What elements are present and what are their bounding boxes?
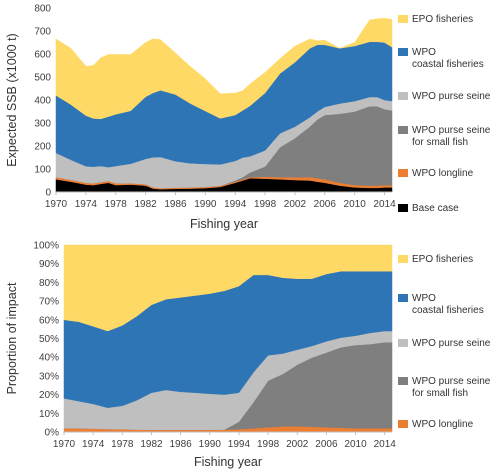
legend-label-wpo-purse-seine-for-small-fish: WPO purse seine for small fish xyxy=(412,376,491,399)
legend-swatch-wpo-coastal-fisheries xyxy=(398,48,408,56)
y-tick-label: 100% xyxy=(33,241,59,252)
legend-label-wpo-coastal-fisheries: WPO coastal fisheries xyxy=(412,293,484,316)
impact-proportion-area-chart: 0% 10% 20% 30% 40% 50% 60% 70% 80% 90% 100% 1970 197… xyxy=(5,241,491,470)
legend-label-epo-fisheries: EPO fisheries xyxy=(412,14,473,25)
y-axis-title: Expected SSB (x1000 t) xyxy=(5,33,19,166)
legend-label-wpo-coastal-fisheries: WPO coastal fisheries xyxy=(412,47,484,70)
y-tick-label: 70% xyxy=(39,297,59,308)
x-tick-label: 2010 xyxy=(344,439,367,450)
y-tick-label: 0% xyxy=(45,428,60,439)
legend-swatch-wpo-longline xyxy=(398,169,408,177)
x-tick-label: 2006 xyxy=(314,199,337,210)
legend-label-wpo-purse-seine-for-small-fish: WPO purse seine for small fish xyxy=(412,125,491,148)
legend-label-wpo-longline: WPO longline xyxy=(412,419,474,430)
x-tick-label: 1970 xyxy=(45,199,68,210)
x-tick-label: 2010 xyxy=(344,199,367,210)
x-tick-label: 1978 xyxy=(111,439,134,450)
y-tick-label: 400 xyxy=(34,96,51,107)
y-axis-title: Proportion of impact xyxy=(5,282,19,394)
x-tick-label: 1982 xyxy=(140,439,163,450)
x-tick-label: 1990 xyxy=(199,439,222,450)
y-tick-label: 20% xyxy=(39,390,59,401)
x-tick-label: 2002 xyxy=(284,199,307,210)
y-tick-label: 100 xyxy=(34,165,51,176)
y-tick-label: 10% xyxy=(39,409,59,420)
x-tick-label: 1970 xyxy=(53,439,76,450)
x-tick-label: 1978 xyxy=(105,199,128,210)
y-tick-label: 90% xyxy=(39,259,59,270)
y-tick-label: 40% xyxy=(39,353,59,364)
legend-label-wpo-purse-seine: WPO purse seine xyxy=(412,91,491,102)
x-axis-title: Fishing year xyxy=(190,217,258,231)
legend-swatch-epo-fisheries xyxy=(398,15,408,23)
legend-swatch-wpo-longline xyxy=(398,420,408,428)
y-tick-label: 800 xyxy=(34,4,51,15)
legend-label-base-case: Base case xyxy=(412,203,459,214)
x-tick-label: 2002 xyxy=(286,439,309,450)
y-tick-label: 50% xyxy=(39,334,59,345)
legend-swatch-wpo-coastal-fisheries xyxy=(398,294,408,302)
legend-swatch-wpo-purse-seine-for-small-fish xyxy=(398,126,408,134)
y-tick-label: 500 xyxy=(34,73,51,84)
y-tick-label: 80% xyxy=(39,278,59,289)
x-tick-label: 1990 xyxy=(194,199,217,210)
x-tick-label: 2014 xyxy=(373,199,396,210)
y-tick-label: 0 xyxy=(45,188,51,199)
area-epo-fisheries xyxy=(63,244,393,332)
x-tick-label: 2014 xyxy=(374,439,397,450)
legend-swatch-base-case xyxy=(398,204,408,212)
x-tick-label: 1998 xyxy=(254,199,277,210)
y-tick-label: 60% xyxy=(39,315,59,326)
legend-label-epo-fisheries: EPO fisheries xyxy=(412,254,473,265)
x-tick-label: 1994 xyxy=(224,199,247,210)
ssb-area-chart: 0 100 200 300 400 500 600 700 800 1970 1974 1978 198… xyxy=(5,4,491,232)
legend-swatch-epo-fisheries xyxy=(398,255,408,263)
x-tick-label: 1986 xyxy=(164,199,187,210)
legend-swatch-wpo-purse-seine xyxy=(398,92,408,100)
x-tick-label: 1974 xyxy=(75,199,98,210)
y-tick-label: 700 xyxy=(34,27,51,38)
legend-swatch-wpo-purse-seine-for-small-fish xyxy=(398,377,408,385)
x-tick-label: 1986 xyxy=(169,439,192,450)
legend-label-wpo-purse-seine: WPO purse seine xyxy=(412,338,491,349)
area-epo-fisheries xyxy=(55,18,393,120)
x-tick-label: 2006 xyxy=(315,439,338,450)
legend-label-wpo-longline: WPO longline xyxy=(412,168,474,179)
y-tick-label: 600 xyxy=(34,50,51,61)
y-tick-label: 300 xyxy=(34,119,51,130)
x-tick-label: 1974 xyxy=(82,439,105,450)
y-tick-label: 30% xyxy=(39,371,59,382)
legend-swatch-wpo-purse-seine xyxy=(398,339,408,347)
x-tick-label: 1994 xyxy=(228,439,251,450)
x-tick-label: 1998 xyxy=(257,439,280,450)
x-axis-title: Fishing year xyxy=(194,455,262,469)
x-tick-label: 1982 xyxy=(134,199,157,210)
y-tick-label: 200 xyxy=(34,142,51,153)
